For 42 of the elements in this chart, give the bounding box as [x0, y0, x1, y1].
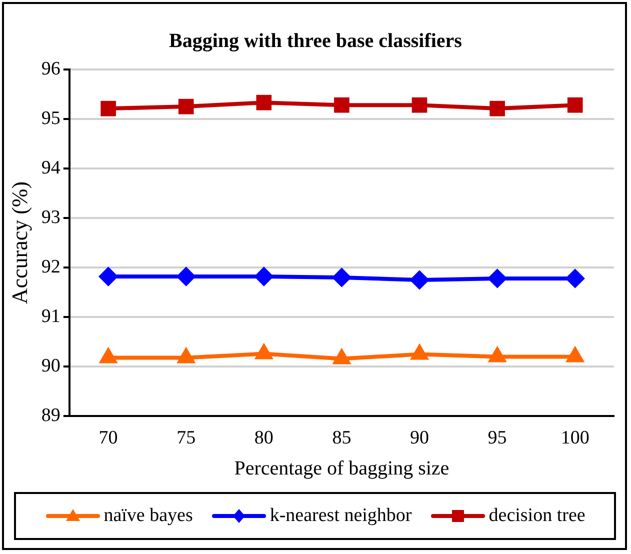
- y-tick-label: 96: [41, 58, 60, 80]
- x-tick-label: 85: [332, 428, 352, 449]
- point: [490, 100, 505, 116]
- y-tick-label: 95: [41, 108, 60, 129]
- point: [412, 97, 428, 113]
- point: [99, 267, 118, 286]
- point: [567, 348, 584, 362]
- point: [178, 98, 194, 114]
- point: [178, 348, 194, 364]
- legend-label: decision tree: [488, 505, 586, 527]
- point: [100, 348, 116, 364]
- point: [334, 350, 350, 364]
- point: [177, 267, 196, 286]
- point: [256, 94, 272, 110]
- y-tick-label: 89: [41, 405, 60, 426]
- x-tick-label: 70: [98, 428, 118, 449]
- point: [411, 345, 428, 360]
- x-tick-label: 80: [254, 428, 274, 449]
- y-axis-title: Accuracy (%): [6, 181, 32, 304]
- point: [567, 97, 583, 113]
- y-tick-label: 93: [41, 207, 60, 228]
- x-axis-title: Percentage of bagging size: [234, 457, 450, 480]
- point: [489, 348, 506, 362]
- point: [332, 268, 351, 286]
- point: [410, 270, 428, 289]
- legend-label: k-nearest neighbor: [270, 505, 412, 527]
- x-tick-label: 95: [488, 428, 507, 449]
- point: [100, 100, 116, 116]
- x-tick-label: 90: [410, 428, 429, 449]
- point: [566, 269, 584, 288]
- y-tick-label: 94: [41, 157, 61, 178]
- x-tick-label: 75: [176, 428, 196, 449]
- chart-title: Bagging with three base classifiers: [168, 30, 463, 53]
- point: [254, 267, 273, 286]
- y-tick-label: 90: [41, 356, 60, 377]
- point: [256, 344, 272, 360]
- point: [334, 97, 350, 113]
- legend-label: naïve bayes: [104, 505, 193, 527]
- point: [488, 269, 506, 288]
- y-tick-label: 91: [41, 306, 60, 328]
- x-tick-label: 100: [560, 428, 590, 449]
- y-tick-label: 92: [41, 256, 60, 278]
